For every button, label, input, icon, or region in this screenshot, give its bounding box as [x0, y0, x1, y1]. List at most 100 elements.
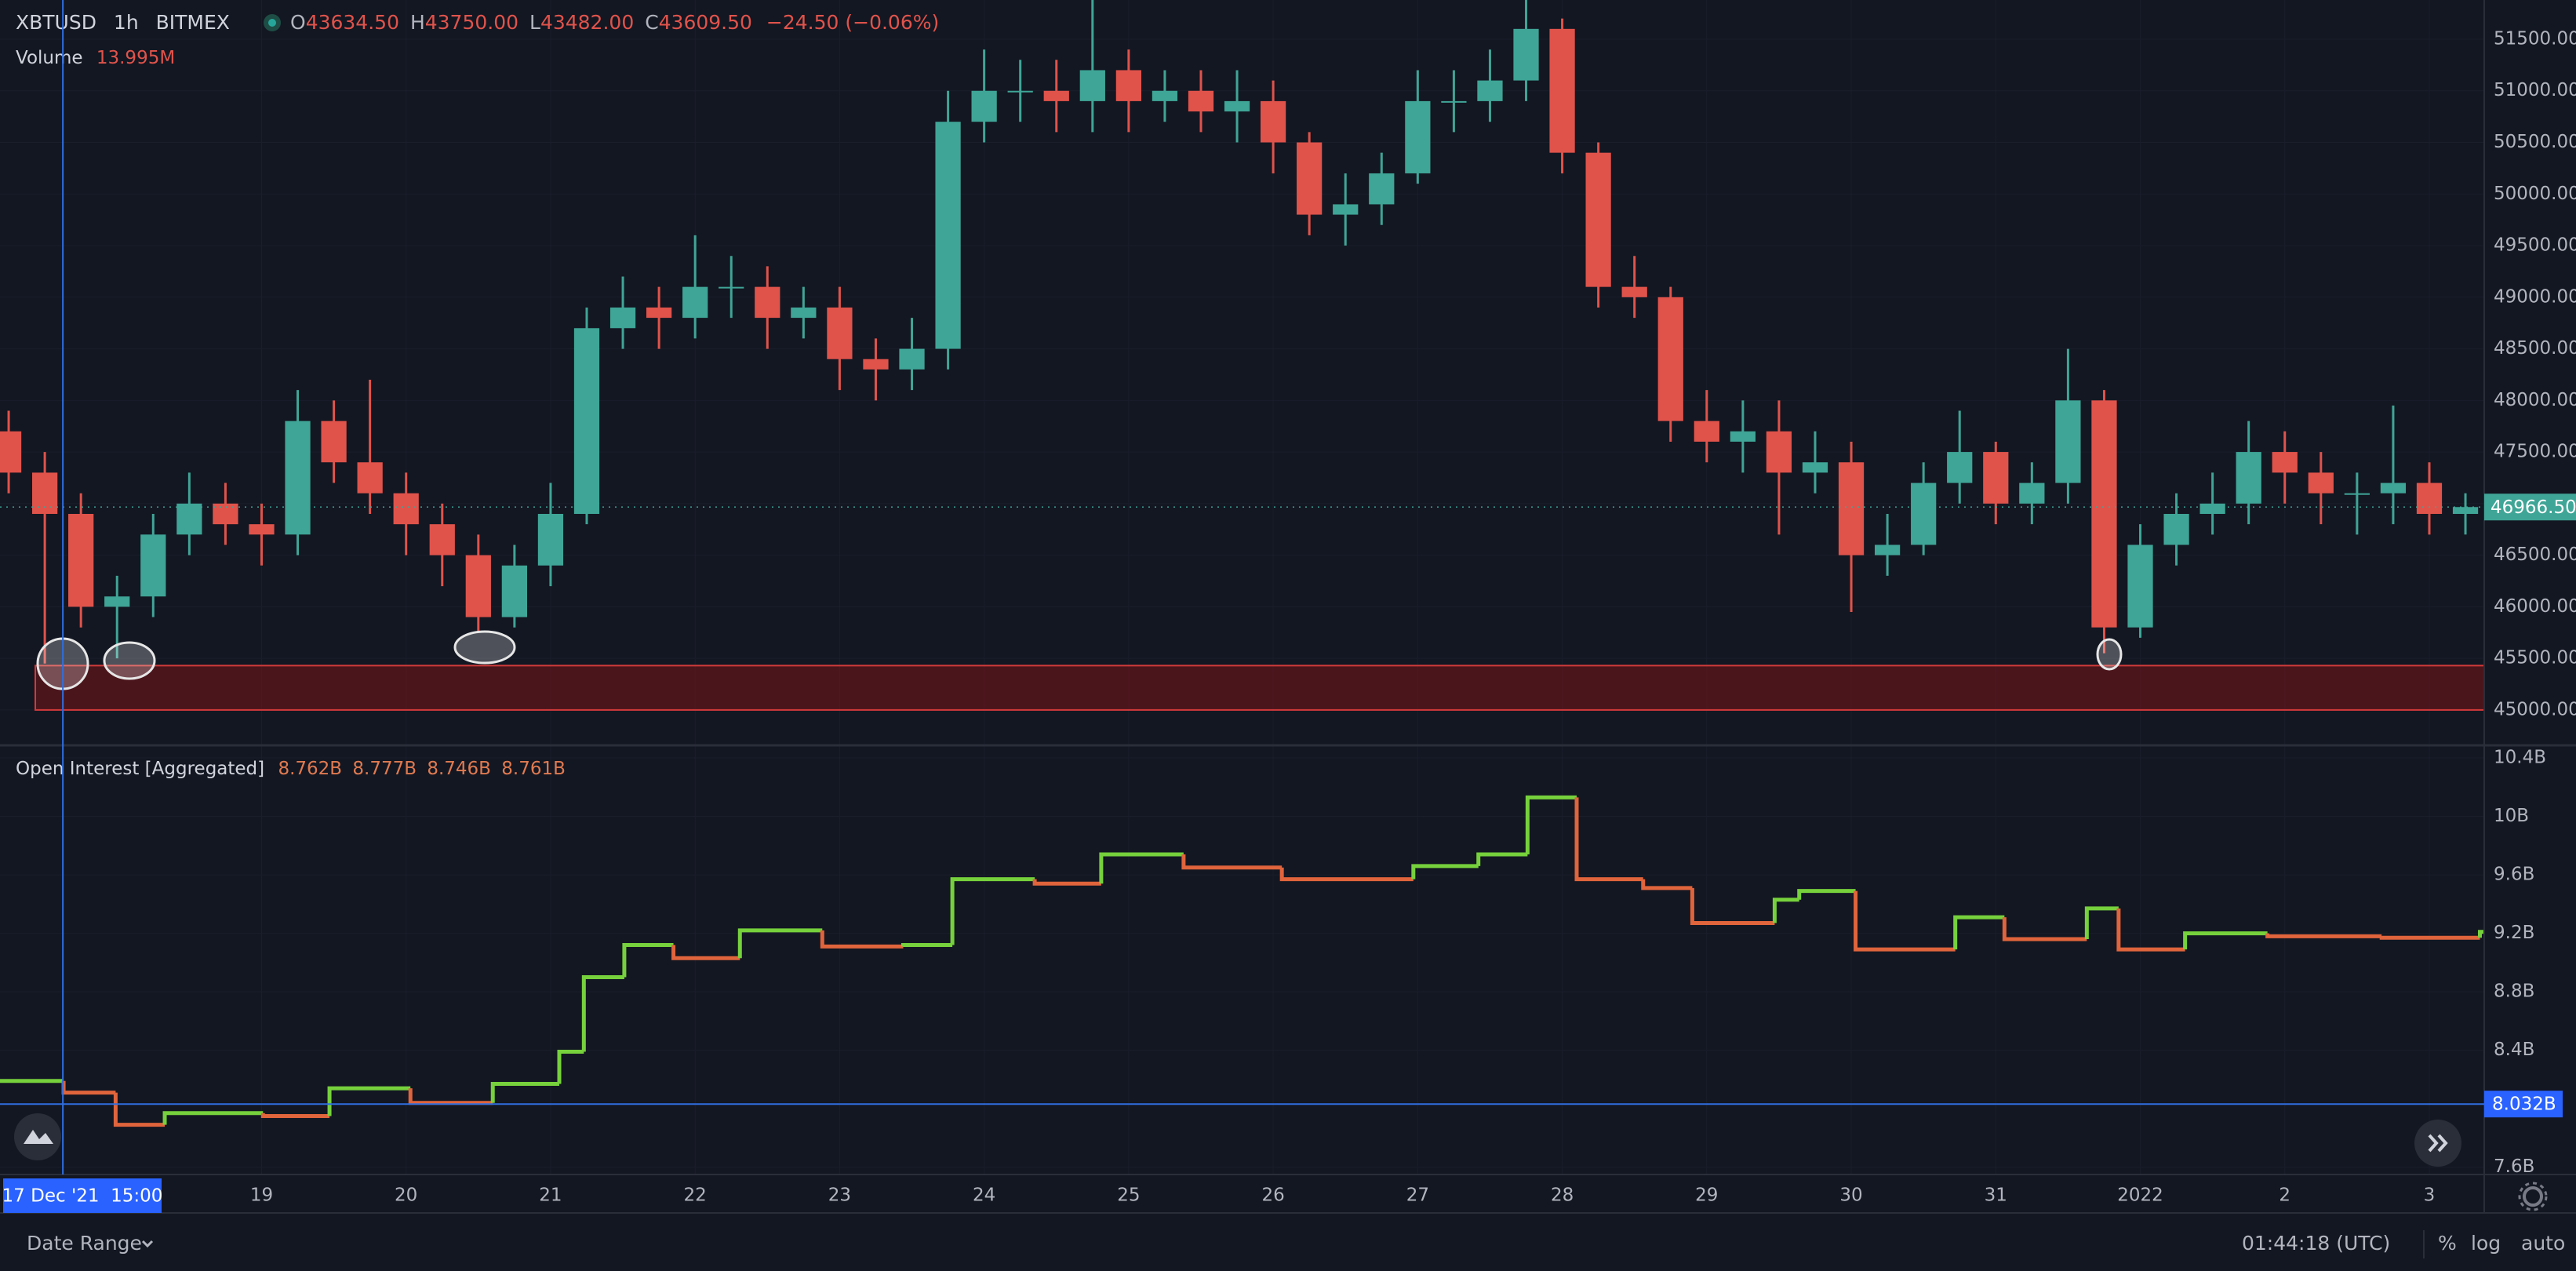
- candle-body: [2416, 483, 2443, 515]
- candle-body: [176, 503, 202, 535]
- candle-body: [2236, 452, 2261, 504]
- candle-body: [1911, 483, 1937, 545]
- logo-button[interactable]: [14, 1113, 61, 1160]
- clock: 01:44:18 (UTC): [2242, 1232, 2390, 1255]
- oi-step: [2116, 908, 2185, 952]
- oi-step: [260, 1113, 330, 1118]
- oi-step: [950, 877, 1035, 945]
- y-tick-label: 7.6B: [2494, 1156, 2534, 1177]
- candle-body: [2127, 544, 2153, 628]
- candle-body: [2344, 493, 2370, 495]
- oi-step: [2265, 933, 2382, 938]
- oi-step: [1574, 797, 1643, 882]
- oi-step: [1772, 898, 1799, 923]
- candle-body: [1802, 462, 1828, 473]
- candle-body: [1694, 421, 1719, 442]
- candle-body: [899, 348, 925, 370]
- oi-step: [1411, 864, 1479, 880]
- candle-body: [1260, 100, 1286, 143]
- oi-step: [737, 928, 823, 959]
- y-tick-label: 9.6B: [2494, 865, 2534, 885]
- candle-body: [31, 472, 58, 515]
- crosshair-value-label: 8.032B: [2492, 1094, 2556, 1115]
- scroll-right-button[interactable]: [2414, 1120, 2461, 1167]
- oi-step: [2183, 931, 2268, 950]
- oi-step: [408, 1088, 493, 1105]
- volume-label: Volume: [16, 48, 83, 68]
- candle-body: [755, 286, 780, 319]
- x-tick-label: 24: [973, 1185, 995, 1206]
- crosshair-time-tag: [3, 1178, 162, 1213]
- date-range-button[interactable]: Date Range: [27, 1232, 142, 1255]
- ohlc-key: O: [290, 11, 306, 34]
- oi-step: [1953, 915, 2005, 950]
- candle-body: [1513, 28, 1539, 81]
- gear-teeth[interactable]: [2518, 1182, 2548, 1211]
- candle-body: [140, 534, 166, 597]
- y-tick-label: 49000.00: [2494, 286, 2576, 307]
- log-toggle[interactable]: log: [2471, 1232, 2501, 1255]
- y-tick-label: 46000.00: [2494, 596, 2576, 617]
- oi-step: [1476, 852, 1528, 866]
- candle-body: [2452, 507, 2479, 515]
- candle-body: [104, 596, 130, 607]
- oi-step: [1690, 887, 1775, 926]
- oi-step: [490, 1081, 559, 1103]
- x-tick-label: 3: [2424, 1185, 2436, 1206]
- exchange: BITMEX: [156, 11, 230, 34]
- candle-body: [1007, 90, 1033, 93]
- candle-body: [501, 565, 527, 617]
- oi-step: [2002, 917, 2087, 941]
- ohlc-key: L: [529, 11, 540, 34]
- percent-toggle[interactable]: %: [2438, 1232, 2457, 1255]
- candle-body: [393, 493, 419, 525]
- x-tick-label: 23: [828, 1185, 851, 1206]
- oi-step: [820, 930, 904, 949]
- oi-step: [2084, 906, 2119, 940]
- grid-layer: [0, 0, 2484, 1174]
- chevron[interactable]: [141, 1240, 154, 1248]
- candle-body: [285, 421, 311, 535]
- status-dot-core: [268, 19, 276, 27]
- oi-step: [901, 943, 953, 948]
- low-highlight: [2096, 638, 2123, 671]
- auto-toggle[interactable]: auto: [2521, 1232, 2565, 1255]
- oi-step: [1641, 879, 1693, 890]
- symbol: XBTUSD: [16, 11, 96, 34]
- y-tick-label: 10B: [2494, 806, 2529, 826]
- y-tick-label: 10.4B: [2494, 748, 2546, 768]
- oi-step: [671, 945, 740, 960]
- y-tick-label: 45000.00: [2494, 699, 2576, 719]
- ohlc-value: 43750.00: [425, 11, 518, 34]
- y-tick-label: 9.2B: [2494, 923, 2534, 943]
- candle-body: [1874, 544, 1901, 555]
- y-tick-label: 51500.00: [2494, 28, 2576, 49]
- ohlc-key: H: [410, 11, 425, 34]
- last-price-label: 46966.50: [2490, 497, 2576, 518]
- candle-body: [1766, 431, 1792, 473]
- oi-step: [162, 1111, 264, 1125]
- candle-body: [1333, 204, 1359, 215]
- oi-step: [557, 1050, 584, 1084]
- logo-icon[interactable]: [24, 1130, 53, 1144]
- candle-body: [791, 307, 817, 319]
- symbol-header: XBTUSD 1h BITMEX: [16, 11, 230, 34]
- marks-layer: [0, 0, 2485, 1127]
- x-tick-label: 22: [684, 1185, 707, 1206]
- oi-value: 8.746B: [427, 759, 491, 779]
- candle-body: [1585, 152, 1611, 287]
- candle-body: [2380, 483, 2407, 493]
- settings-button[interactable]: [2518, 1182, 2548, 1211]
- candle-body: [1297, 142, 1323, 215]
- y-tick-label: 8.4B: [2494, 1040, 2534, 1060]
- x-tick-label: 25: [1117, 1185, 1140, 1206]
- candle-body: [1730, 431, 1756, 442]
- candle-body: [682, 286, 708, 319]
- candle-body: [1369, 173, 1395, 205]
- candle-body: [2055, 400, 2081, 483]
- gear-icon[interactable]: [2523, 1186, 2543, 1207]
- oi-step: [1854, 890, 1956, 952]
- scroll-icon[interactable]: [2428, 1134, 2448, 1153]
- ohlc-readout: O43634.50 H43750.00 L43482.00 C43609.50 …: [290, 11, 939, 34]
